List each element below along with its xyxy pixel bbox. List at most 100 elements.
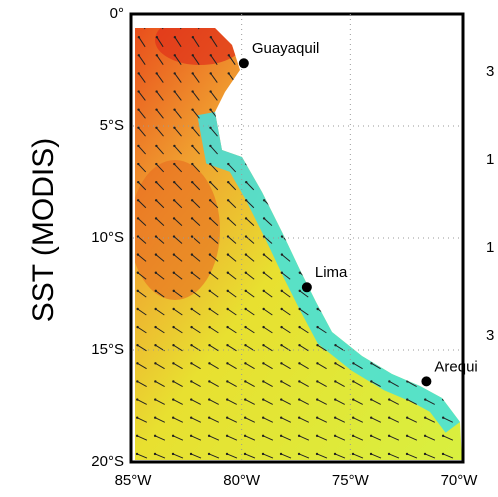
wind-head [281,72,284,75]
wind-head [370,380,373,383]
wind-head [333,434,337,438]
wind-vector [156,28,164,30]
wind-head [369,416,373,419]
wind-vector [281,308,291,316]
wind-vector [227,326,237,334]
wind-vector [174,55,182,65]
wind-vector [156,145,164,155]
wind-vector [407,381,417,387]
wind-head [424,398,427,401]
wind-vector [443,199,453,209]
wind-head [353,72,356,75]
wind-head [263,180,266,184]
wind-head [191,35,195,39]
wind-vector [389,308,399,316]
wind-vector [336,55,344,65]
wind-head [280,380,283,383]
wind-head [388,289,391,293]
wind-vector [371,362,381,370]
wind-head [370,307,373,311]
wind-vector [245,381,255,387]
wind-head [334,344,337,347]
wind-vector [264,73,272,83]
wind-head [316,398,319,401]
wind-head [389,108,392,111]
wind-head [191,54,194,57]
wind-head [406,235,410,238]
wind-head [173,90,176,93]
wind-vector [444,28,452,30]
wind-vector [209,199,219,209]
wind-vector [155,163,165,173]
wind-head [425,54,428,57]
wind-vector [136,453,148,459]
wind-head [406,362,409,365]
wind-head [389,180,392,184]
wind-vector [389,362,399,370]
wind-head [190,325,193,329]
wind-vector [245,236,255,244]
wind-vector [372,109,380,119]
wind-head [263,35,267,39]
wind-vector [263,272,273,280]
wind-head [334,217,338,220]
wind-vector [246,73,254,83]
wind-head [244,307,247,311]
wind-vector [353,290,363,298]
wind-vector [443,326,453,334]
wind-vector [425,181,435,191]
wind-head [244,380,247,383]
wind-vector [318,109,326,119]
wind-vector [425,254,435,262]
wind-head [388,380,391,383]
wind-head [155,126,158,129]
wind-head [261,434,265,438]
wind-head [137,180,140,184]
wind-vector [263,254,273,262]
wind-head [136,398,139,401]
wind-vector [298,453,310,459]
y-tick-label: 20°S [91,453,124,470]
wind-head [443,35,447,39]
wind-head [208,307,211,311]
wind-vector [353,163,363,173]
wind-head [227,180,230,184]
wind-vector [282,145,290,155]
wind-vector [300,28,308,30]
wind-vector [354,109,362,119]
wind-head [334,398,337,401]
wind-vector [389,163,399,173]
wind-head [316,344,319,347]
wind-vector [281,163,291,173]
wind-vector [299,308,309,316]
wind-head [209,90,212,93]
wind-head [425,144,428,148]
wind-vector [155,308,165,316]
wind-head [316,199,320,202]
wind-vector [192,109,200,119]
wind-head [154,380,157,383]
wind-vector [209,290,219,298]
wind-vector [316,417,328,423]
wind-vector [371,344,381,352]
x-tick-label: 85°W [115,472,153,489]
wind-head [262,362,265,365]
wind-vector [282,28,290,30]
wind-head [352,253,356,256]
wind-head [371,162,374,166]
wind-head [352,362,355,365]
wind-head [389,90,392,93]
wind-head [334,380,337,383]
wind-head [191,180,194,184]
wind-vector [226,435,238,441]
wind-vector [388,453,400,459]
wind-head [279,452,283,456]
wind-head [208,253,212,256]
wind-vector [173,218,183,226]
wind-vector [190,435,202,441]
wind-head [137,108,140,111]
wind-vector [443,163,453,173]
wind-vector [336,36,344,48]
wind-head [352,398,355,401]
wind-vector [442,453,454,459]
